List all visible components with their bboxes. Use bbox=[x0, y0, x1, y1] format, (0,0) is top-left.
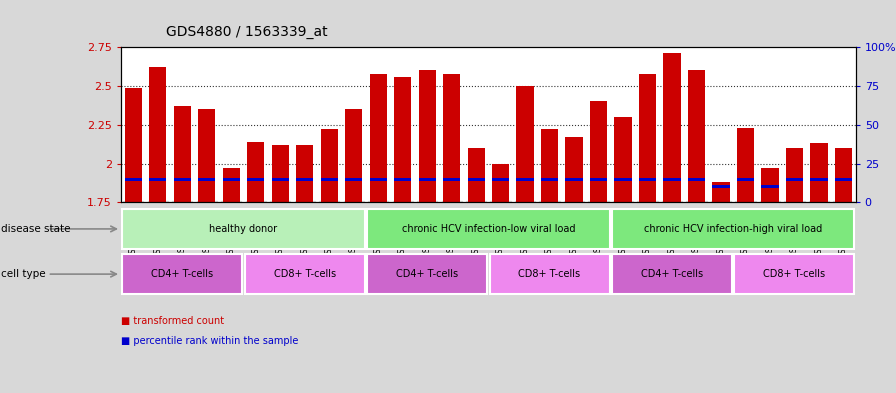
Bar bbox=[369, 178, 387, 180]
Text: CD4+ T-cells: CD4+ T-cells bbox=[396, 269, 458, 279]
Bar bbox=[122, 209, 365, 249]
Bar bbox=[296, 145, 314, 202]
Bar bbox=[615, 117, 632, 202]
Bar bbox=[369, 73, 387, 202]
Bar bbox=[271, 145, 289, 202]
Bar bbox=[367, 209, 609, 249]
Bar bbox=[590, 178, 607, 180]
Text: CD4+ T-cells: CD4+ T-cells bbox=[151, 269, 213, 279]
Bar bbox=[198, 178, 215, 180]
Bar bbox=[786, 148, 803, 202]
Bar bbox=[394, 178, 411, 180]
Bar bbox=[688, 70, 705, 202]
Bar bbox=[737, 128, 754, 202]
Bar bbox=[612, 254, 732, 294]
Bar bbox=[541, 129, 558, 202]
Bar bbox=[492, 163, 509, 202]
Bar bbox=[712, 185, 729, 188]
Bar bbox=[149, 178, 167, 180]
Bar bbox=[198, 109, 215, 202]
Bar bbox=[271, 178, 289, 180]
Bar bbox=[565, 137, 582, 202]
Bar bbox=[367, 254, 487, 294]
Bar bbox=[296, 178, 314, 180]
Bar bbox=[810, 178, 828, 180]
Bar bbox=[615, 178, 632, 180]
Bar bbox=[835, 178, 852, 180]
Bar bbox=[737, 178, 754, 180]
Bar bbox=[712, 182, 729, 202]
Text: CD8+ T-cells: CD8+ T-cells bbox=[519, 269, 581, 279]
Bar bbox=[516, 86, 534, 202]
Bar bbox=[565, 178, 582, 180]
Bar bbox=[835, 148, 852, 202]
Bar bbox=[468, 178, 485, 180]
Bar bbox=[345, 109, 362, 202]
Bar bbox=[443, 73, 461, 202]
Bar bbox=[345, 178, 362, 180]
Text: cell type: cell type bbox=[1, 269, 46, 279]
Bar bbox=[810, 143, 828, 202]
Bar bbox=[418, 178, 435, 180]
Text: CD8+ T-cells: CD8+ T-cells bbox=[763, 269, 825, 279]
Bar bbox=[489, 254, 609, 294]
Text: CD8+ T-cells: CD8+ T-cells bbox=[273, 269, 336, 279]
Text: CD4+ T-cells: CD4+ T-cells bbox=[641, 269, 703, 279]
Bar bbox=[149, 67, 167, 202]
Bar bbox=[418, 70, 435, 202]
Bar bbox=[174, 106, 191, 202]
Bar bbox=[762, 168, 779, 202]
Bar bbox=[688, 178, 705, 180]
Text: chronic HCV infection-high viral load: chronic HCV infection-high viral load bbox=[644, 224, 823, 234]
Bar bbox=[663, 53, 681, 202]
Text: GDS4880 / 1563339_at: GDS4880 / 1563339_at bbox=[166, 25, 327, 39]
Bar bbox=[443, 178, 461, 180]
Bar bbox=[222, 178, 240, 180]
Text: disease state: disease state bbox=[1, 224, 71, 234]
Bar bbox=[663, 178, 681, 180]
Bar bbox=[247, 142, 264, 202]
Bar bbox=[516, 178, 534, 180]
Text: chronic HCV infection-low viral load: chronic HCV infection-low viral load bbox=[401, 224, 575, 234]
Bar bbox=[639, 73, 656, 202]
Bar bbox=[468, 148, 485, 202]
Bar bbox=[735, 254, 855, 294]
Bar bbox=[321, 178, 338, 180]
Bar bbox=[222, 168, 240, 202]
Bar bbox=[245, 254, 365, 294]
Text: ■ percentile rank within the sample: ■ percentile rank within the sample bbox=[121, 336, 298, 346]
Bar bbox=[612, 209, 855, 249]
Bar bbox=[786, 178, 803, 180]
Bar bbox=[122, 254, 242, 294]
Text: healthy donor: healthy donor bbox=[210, 224, 278, 234]
Bar bbox=[762, 185, 779, 188]
Bar bbox=[541, 178, 558, 180]
Bar bbox=[590, 101, 607, 202]
Bar bbox=[174, 178, 191, 180]
Bar bbox=[247, 178, 264, 180]
Bar bbox=[639, 178, 656, 180]
Bar bbox=[394, 77, 411, 202]
Bar bbox=[321, 129, 338, 202]
Text: ■ transformed count: ■ transformed count bbox=[121, 316, 224, 326]
Bar bbox=[125, 178, 142, 180]
Bar bbox=[125, 88, 142, 202]
Bar bbox=[492, 178, 509, 180]
